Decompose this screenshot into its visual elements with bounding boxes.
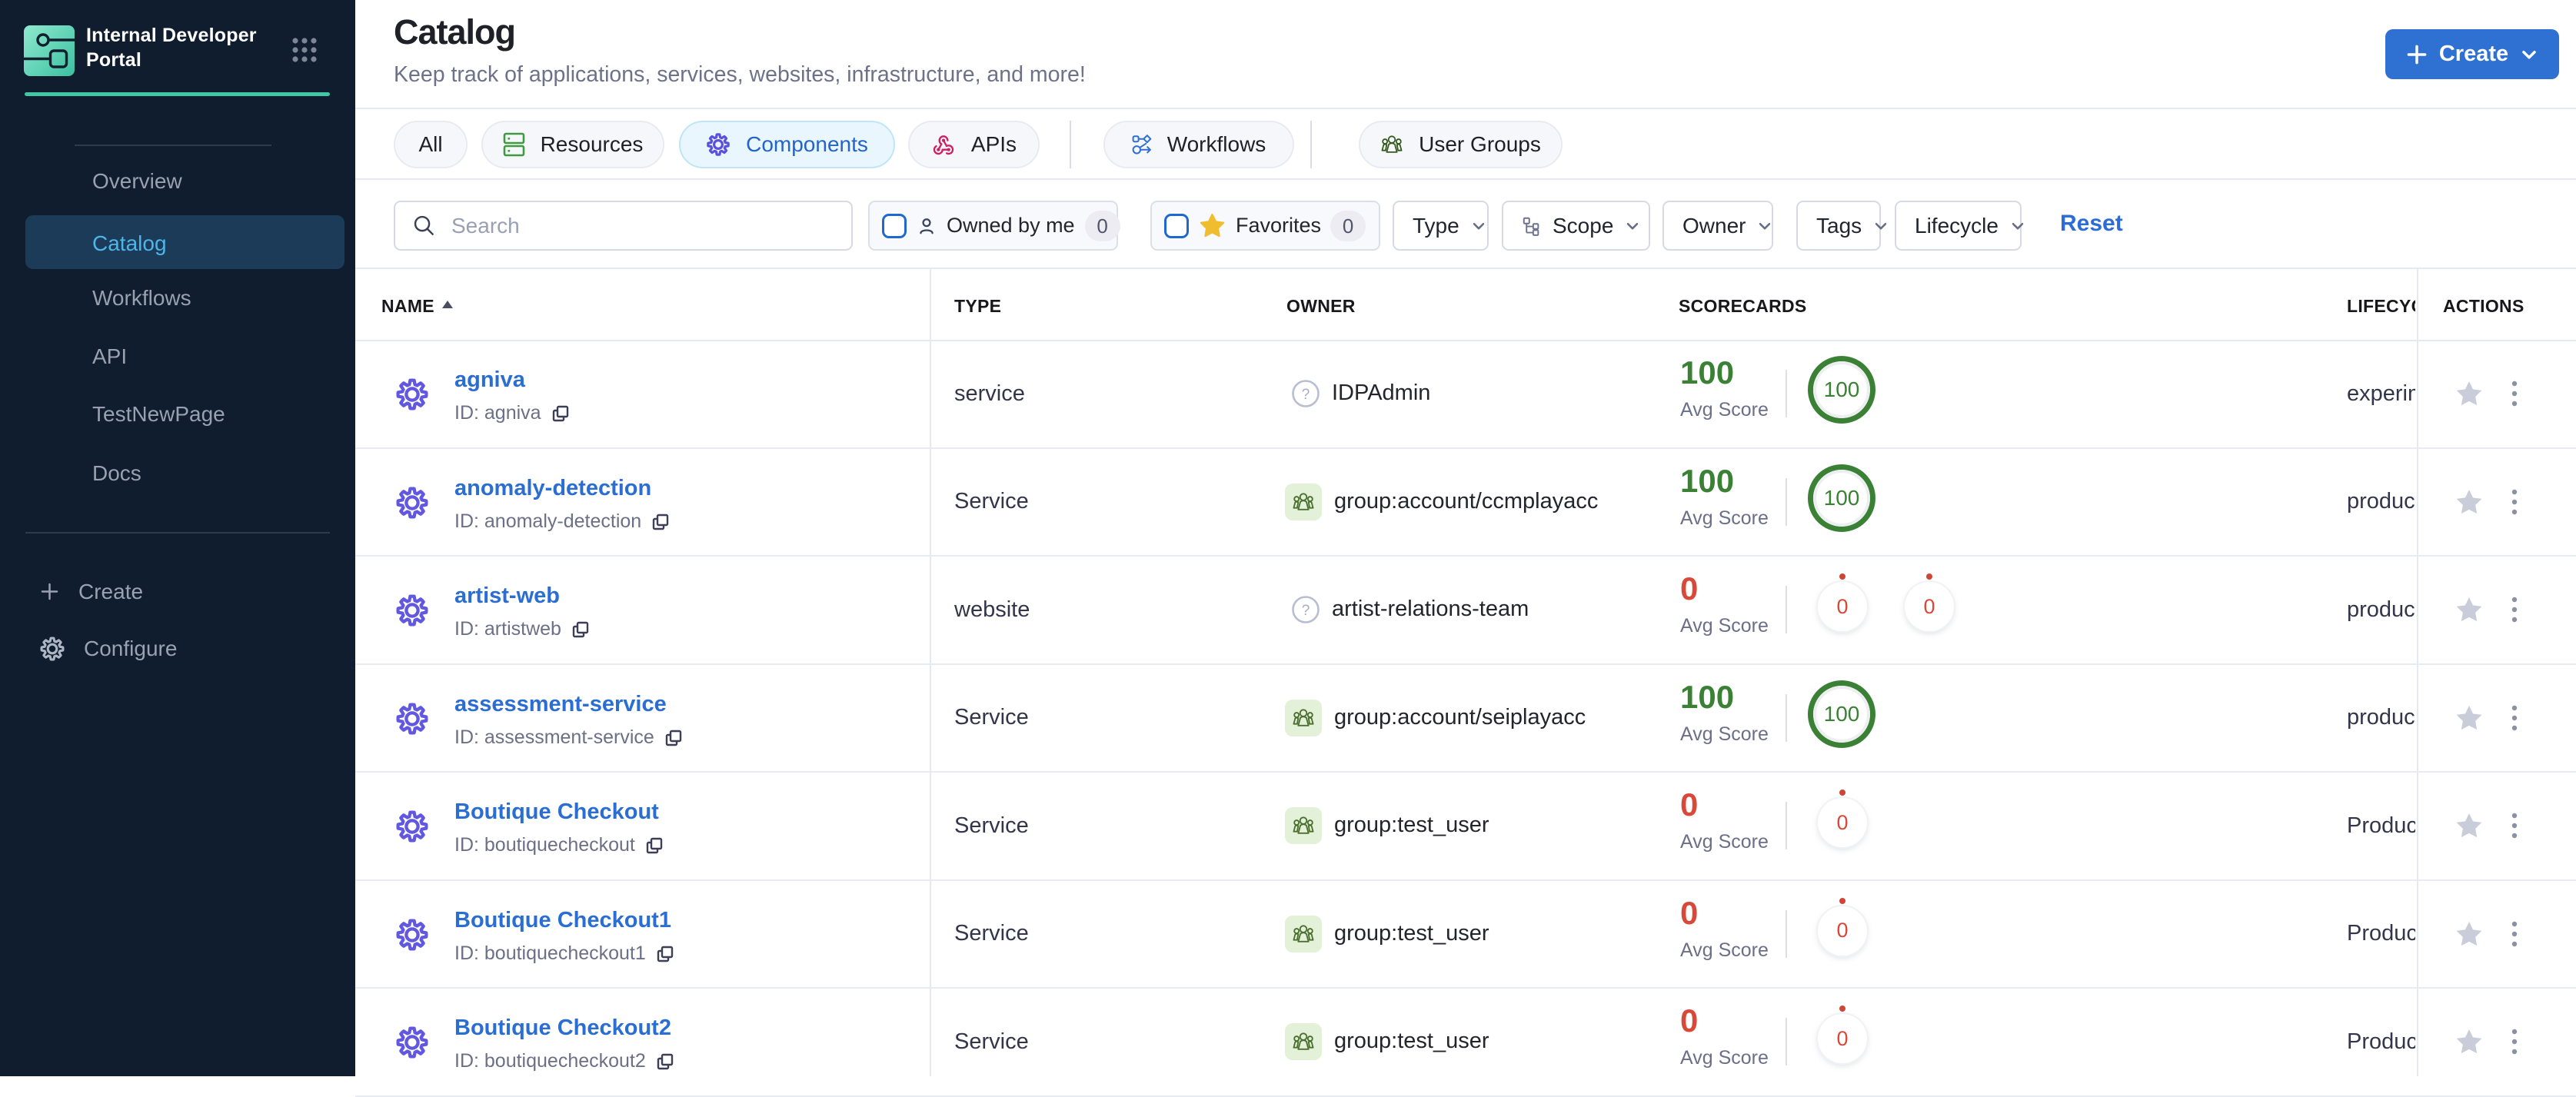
svg-text:?: ? [1302,387,1310,403]
svg-text:?: ? [1302,603,1310,619]
